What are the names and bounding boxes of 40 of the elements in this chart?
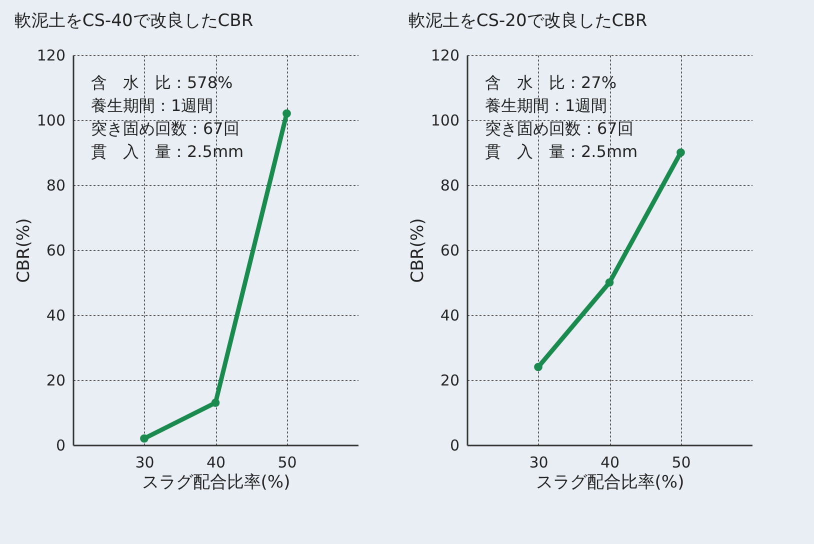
annotation: 貫 入 量：2.5mm: [485, 142, 638, 161]
y-tick-label: 40: [46, 306, 66, 324]
annotation: 養生期間：1週間: [485, 96, 608, 115]
y-tick-label: 20: [440, 372, 460, 390]
y-axis-title: CBR(%): [14, 218, 34, 283]
y-tick-label: 80: [440, 176, 460, 194]
x-tick-label: 40: [600, 454, 620, 472]
y-tick-label: 20: [46, 372, 66, 390]
y-tick-label: 120: [36, 46, 66, 64]
y-tick-label: 0: [56, 436, 66, 454]
y-axis-title: CBR(%): [408, 218, 428, 283]
chart-title: 軟泥土をCS-20で改良したCBR: [408, 11, 648, 31]
x-tick-label: 30: [529, 454, 548, 472]
point: [676, 148, 685, 157]
y-tick-label: 100: [36, 112, 66, 130]
annotation: 含 水 比：578%: [91, 73, 233, 92]
x-tick-label: 40: [206, 454, 226, 472]
point: [282, 109, 291, 118]
y-tick-label: 60: [46, 242, 66, 260]
y-tick-label: 80: [46, 176, 66, 194]
y-tick-label: 0: [450, 436, 460, 454]
point: [534, 362, 542, 372]
x-tick-label: 50: [278, 454, 297, 472]
y-tick-label: 100: [430, 112, 460, 130]
x-axis-title: スラグ配合比率(%): [142, 472, 290, 492]
y-tick-label: 40: [440, 306, 460, 324]
point: [211, 398, 220, 407]
x-tick-label: 30: [135, 454, 154, 472]
annotation: 含 水 比：27%: [485, 73, 617, 92]
x-tick-label: 50: [672, 454, 691, 472]
annotation: 養生期間：1週間: [91, 96, 214, 115]
annotation: 突き固め回数：67回: [485, 119, 634, 138]
x-axis-title: スラグ配合比率(%): [536, 472, 684, 492]
y-tick-label: 60: [440, 242, 460, 260]
annotation: 突き固め回数：67回: [91, 119, 240, 138]
annotation: 貫 入 量：2.5mm: [91, 142, 244, 161]
chart-title: 軟泥土をCS-40で改良したCBR: [14, 11, 254, 31]
point: [140, 434, 148, 443]
point: [605, 278, 614, 287]
y-tick-label: 120: [430, 46, 460, 64]
